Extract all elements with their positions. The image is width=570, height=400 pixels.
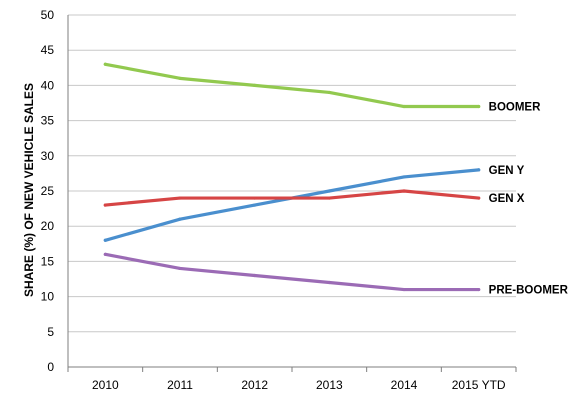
data-point-gen-x [103,203,107,207]
data-point-boomer [178,76,182,80]
x-tick-label: 2015 YTD [452,378,506,392]
y-tick-label: 30 [41,149,55,163]
y-tick-label: 10 [41,290,55,304]
data-point-gen-y [327,189,331,193]
y-tick-label: 40 [41,78,55,92]
data-point-gen-y [253,203,257,207]
y-tick-label: 50 [41,8,55,22]
y-tick-labels: 0 5 10 15 20 25 30 35 40 45 50 [41,8,55,374]
data-point-gen-x [327,196,331,200]
y-tick-label: 20 [41,219,55,233]
series-line-gen-x [103,189,481,207]
series-line-boomer [103,62,481,109]
data-point-boomer [477,104,481,109]
series-line-pre-boomer [103,252,481,292]
data-point-gen-x [477,196,481,200]
data-point-pre-boomer [103,252,107,256]
x-tick-label: 2012 [241,378,268,392]
axes [67,15,517,372]
y-tick-label: 25 [41,184,55,198]
y-tick-label: 45 [41,43,55,57]
data-point-gen-y [178,217,182,221]
data-point-gen-x [178,196,182,200]
y-tick-label: 5 [47,325,54,339]
series-label-gen-y: GEN Y [489,165,525,177]
series-line-gen-y [103,168,481,242]
x-tick-label: 2014 [391,378,418,392]
y-tick-label: 35 [41,114,55,128]
series-label-gen-x: GEN X [489,193,525,205]
series-label-boomer: BOOMER [489,102,541,114]
data-point-gen-y [477,168,481,172]
y-axis-label: SHARE (%) OF NEW VEHICLE SALES [22,83,36,297]
data-point-boomer [103,62,107,66]
data-point-pre-boomer [402,287,406,292]
series-labels: BOOMER GEN Y GEN X PRE-BOOMER [489,102,569,297]
data-point-boomer [327,90,331,95]
data-point-pre-boomer [178,266,182,271]
data-point-boomer [253,83,257,87]
x-tick-label: 2010 [92,378,119,392]
series-label-pre-boomer: PRE-BOOMER [489,285,569,297]
data-point-gen-x [402,189,406,193]
y-tick-label: 0 [47,360,54,374]
data-point-pre-boomer [327,280,331,285]
data-point-gen-x [253,196,257,200]
x-tick-label: 2013 [316,378,343,392]
series-lines [103,62,481,292]
data-point-pre-boomer [253,273,257,278]
x-tick-labels: 2010 2011 2012 2013 2014 2015 YTD [92,378,506,392]
data-point-gen-y [103,238,107,242]
data-point-gen-y [402,175,406,179]
y-tick-label: 15 [41,254,55,268]
data-point-pre-boomer [477,287,481,292]
data-point-boomer [402,104,406,109]
x-tick-label: 2011 [167,378,193,392]
